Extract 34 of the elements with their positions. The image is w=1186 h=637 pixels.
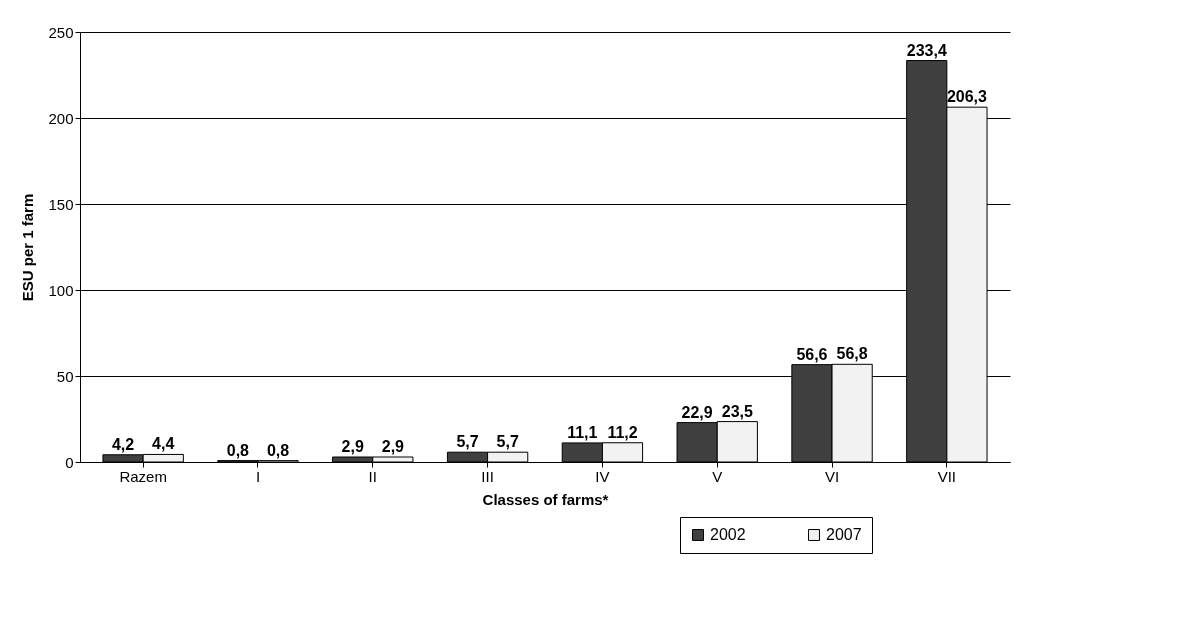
y-tick-label: 50 <box>56 367 74 385</box>
x-tick-label: Razem <box>119 467 167 485</box>
data-label: 5,7 <box>456 433 479 451</box>
legend-label: 2002 <box>710 526 746 543</box>
data-label: 4,4 <box>152 435 175 453</box>
y-tick-label: 0 <box>65 453 74 471</box>
y-tick-label: 250 <box>48 23 74 41</box>
x-tick-label: II <box>368 467 377 485</box>
data-label: 0,8 <box>266 441 290 459</box>
data-label: 4,2 <box>111 435 135 453</box>
x-axis-title: Classes of farms* <box>482 490 609 508</box>
data-label: 206,3 <box>946 88 988 106</box>
y-tick-label: 150 <box>48 195 74 213</box>
x-tick-label: V <box>712 467 723 485</box>
data-label: 11,1 <box>567 423 598 441</box>
x-tick-label: VII <box>937 467 957 485</box>
data-label: 0,8 <box>226 441 250 459</box>
legend-label: 2007 <box>826 526 862 543</box>
data-label: 11,2 <box>607 423 638 441</box>
data-label: 56,8 <box>836 345 868 363</box>
data-label: 2,9 <box>381 438 405 456</box>
x-tick-label: III <box>481 467 494 485</box>
x-tick-label: I <box>255 467 261 485</box>
y-tick-label: 200 <box>48 109 74 127</box>
y-tick-label: 100 <box>48 281 74 299</box>
data-label: 56,6 <box>796 345 828 363</box>
data-label: 22,9 <box>681 403 713 421</box>
data-label: 5,7 <box>496 433 519 451</box>
x-tick-label: IV <box>595 467 610 485</box>
x-tick-label: VI <box>824 467 840 485</box>
data-label: 23,5 <box>721 402 753 420</box>
data-label: 2,9 <box>341 438 364 456</box>
data-label: 233,4 <box>906 41 947 59</box>
y-axis-title: ESU per 1 farm <box>19 193 37 302</box>
